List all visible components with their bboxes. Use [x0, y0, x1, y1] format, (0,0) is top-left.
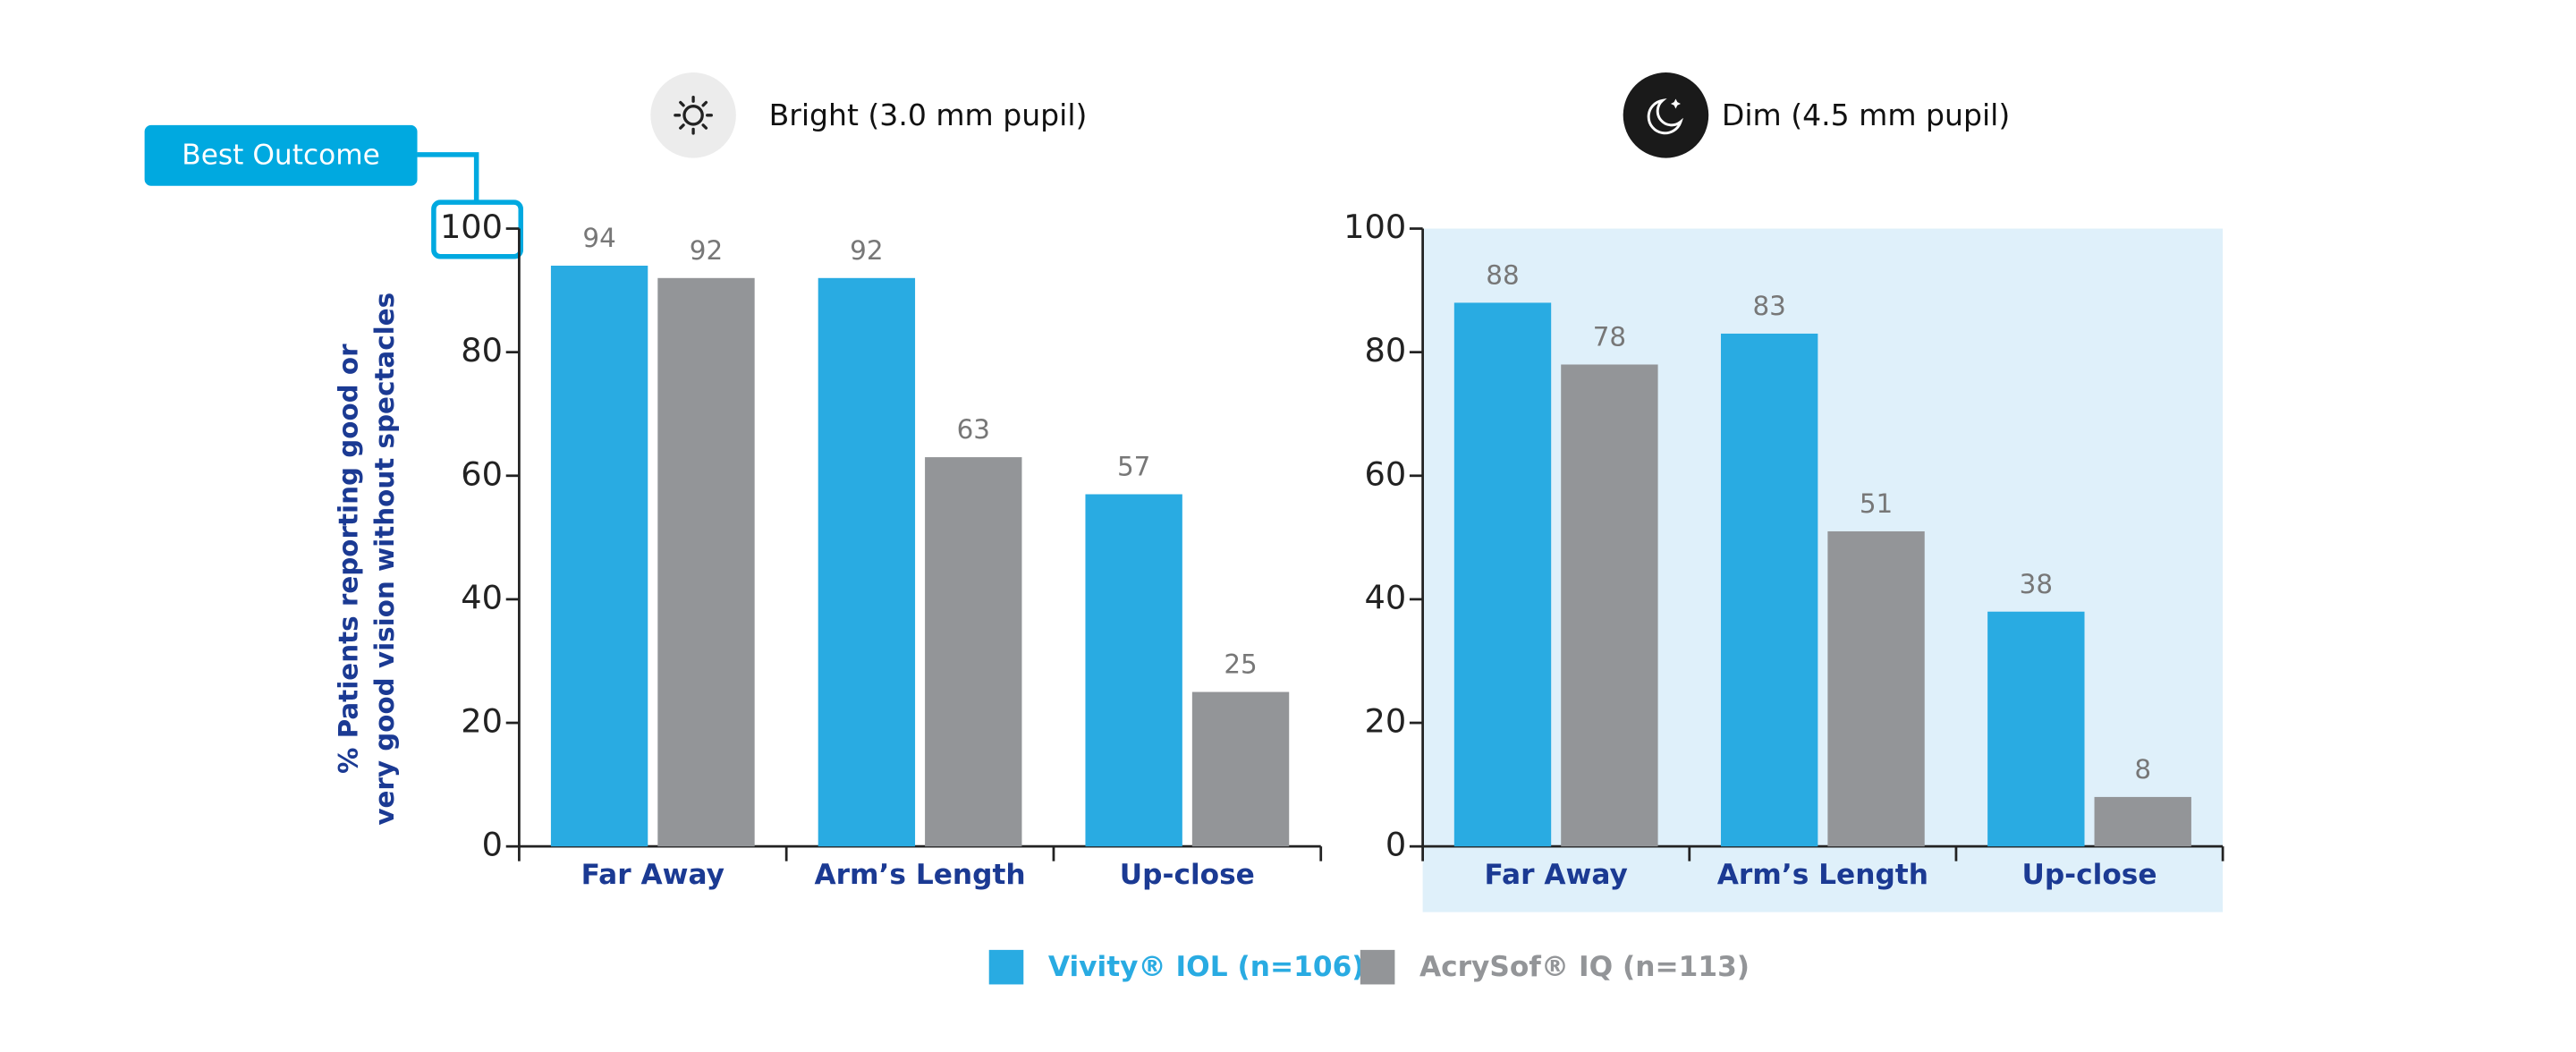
- value-label: 51: [1860, 488, 1893, 519]
- value-label: 94: [582, 223, 615, 253]
- x-tick-label: Far Away: [1485, 859, 1628, 891]
- bar: [1561, 364, 1658, 847]
- sun-icon: [650, 72, 736, 158]
- legend-label: Vivity® IOL (n=106): [1048, 951, 1365, 983]
- y-tick-label: 100: [440, 208, 503, 246]
- value-label: 92: [690, 235, 723, 266]
- bar: [925, 457, 1022, 847]
- bar: [1720, 333, 1818, 847]
- value-label: 38: [2020, 569, 2053, 599]
- panel-title: Dim (4.5 mm pupil): [1722, 98, 2010, 132]
- plot-background: [1422, 228, 2224, 912]
- y-tick-label: 20: [1365, 702, 1407, 741]
- y-tick-label: 80: [1365, 331, 1407, 369]
- value-label: 88: [1486, 260, 1519, 291]
- value-label: 25: [1224, 649, 1257, 680]
- annotation: Best Outcome: [182, 140, 380, 172]
- bar: [550, 265, 648, 847]
- legend-swatch: [1360, 949, 1395, 985]
- y-tick-label: 60: [1365, 454, 1407, 493]
- y-tick-label: 0: [482, 826, 503, 864]
- y-tick-label: 60: [461, 454, 503, 493]
- legend-label: AcrySof® IQ (n=113): [1419, 951, 1750, 983]
- value-label: 8: [2134, 754, 2151, 785]
- bar: [1987, 611, 2085, 847]
- value-label: 63: [957, 414, 990, 445]
- bar: [818, 277, 916, 847]
- bar: [657, 277, 755, 847]
- y-tick-label: 100: [1343, 208, 1406, 246]
- y-tick-label: 0: [1385, 826, 1406, 864]
- value-label: 92: [850, 235, 883, 266]
- value-label: 57: [1117, 452, 1150, 482]
- x-tick-label: Arm’s Length: [814, 859, 1025, 891]
- y-tick-label: 40: [461, 578, 503, 616]
- value-label: 83: [1752, 291, 1785, 321]
- bar: [1085, 494, 1182, 847]
- value-label: 78: [1593, 322, 1626, 352]
- y-axis-label: very good vision without spectacles: [369, 293, 400, 826]
- bar: [1827, 530, 1925, 847]
- x-tick-label: Far Away: [581, 859, 724, 891]
- bar: [1191, 691, 1290, 847]
- y-tick-label: 20: [461, 702, 503, 741]
- y-tick-label: 80: [461, 331, 503, 369]
- legend-swatch: [988, 949, 1024, 985]
- best-outcome-callout: Best Outcome: [144, 124, 523, 259]
- x-tick-label: Arm’s Length: [1717, 859, 1928, 891]
- y-tick-label: 40: [1365, 578, 1407, 616]
- x-tick-label: Up-close: [1120, 859, 1255, 891]
- moon-icon: [1623, 72, 1709, 158]
- bar: [1453, 302, 1552, 847]
- x-tick-label: Up-close: [2021, 859, 2157, 891]
- y-axis-label: % Patients reporting good or: [334, 344, 364, 774]
- bar: [2094, 796, 2191, 847]
- panel-title: Bright (3.0 mm pupil): [769, 98, 1088, 132]
